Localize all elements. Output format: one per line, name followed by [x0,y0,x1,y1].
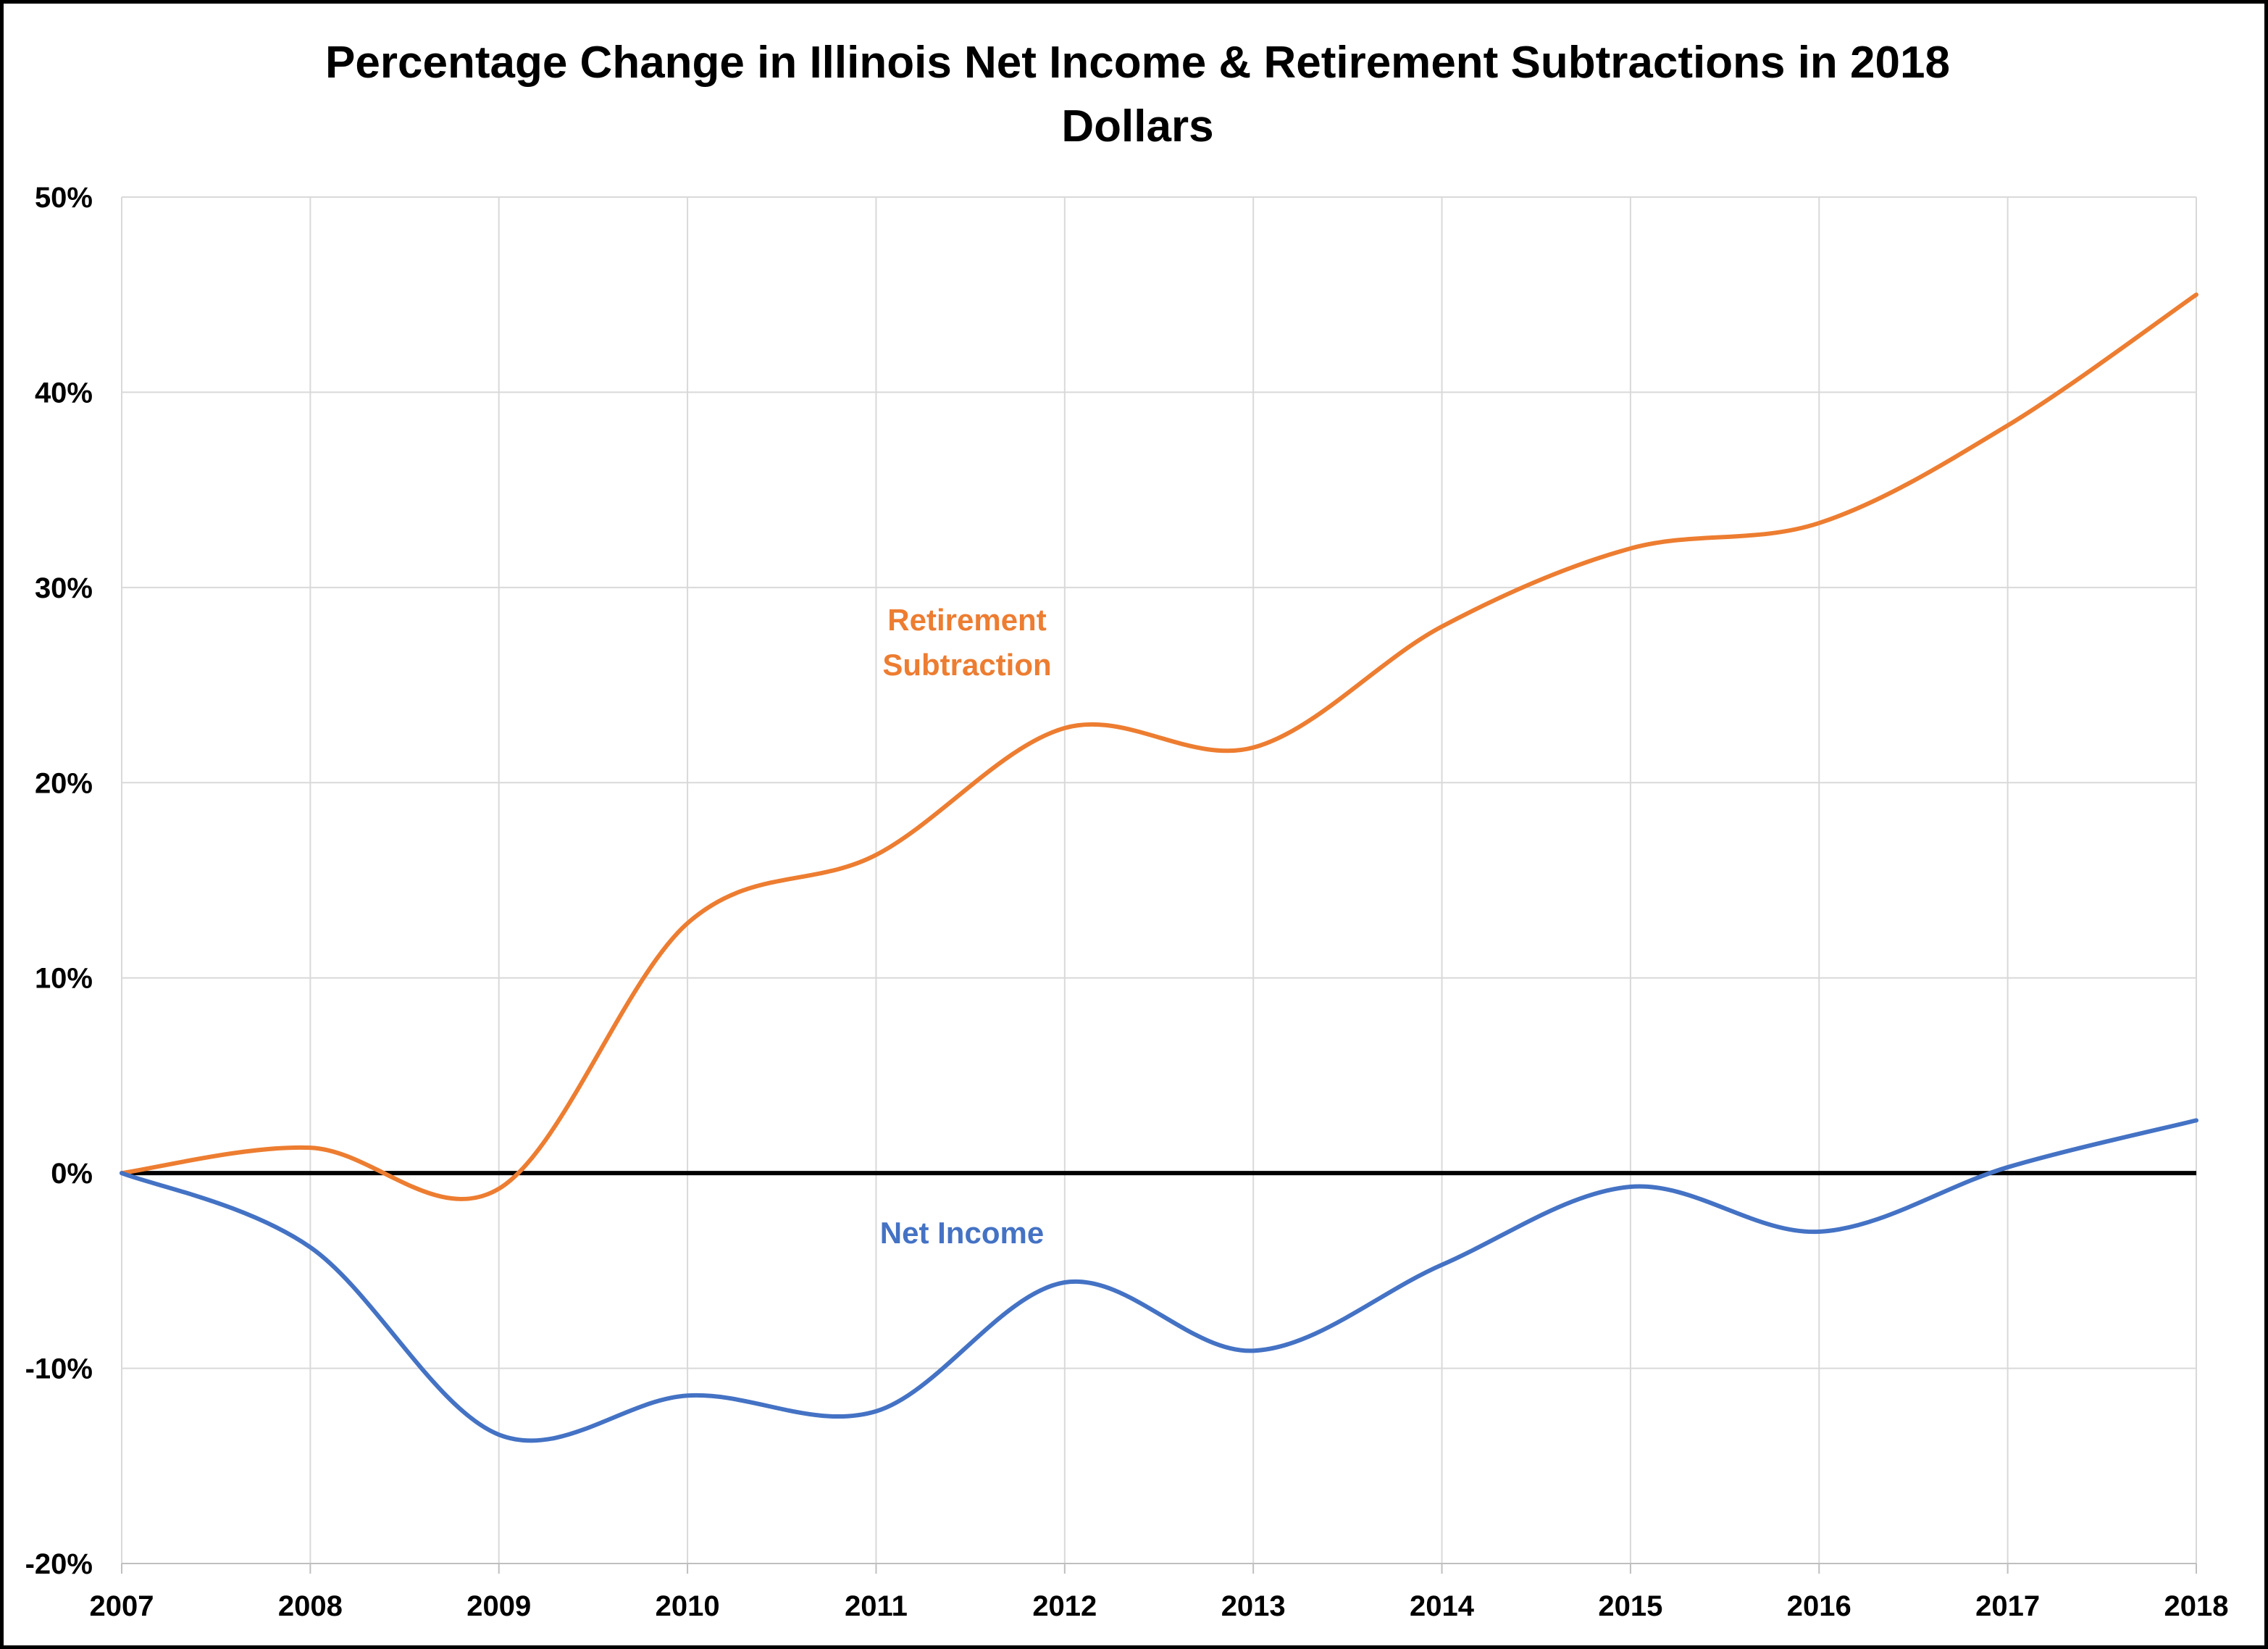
chart-title-line-2: Dollars [1061,101,1214,151]
y-tick-label: 10% [35,963,93,995]
y-tick-label: 0% [51,1158,93,1190]
series-line-net-income [120,1118,2198,1443]
y-tick-label: 40% [35,377,93,409]
series-label-line: Retirement [887,603,1046,637]
x-tick-label: 2014 [1410,1590,1475,1622]
x-tick-label: 2016 [1787,1590,1851,1622]
x-tick-label: 2011 [845,1590,908,1622]
x-tick-label: 2012 [1032,1590,1097,1622]
series-label-retirement-subtraction: Retirement Subtraction [882,603,1051,682]
chart-title-line-1: Percentage Change in Illinois Net Income… [325,38,1950,88]
x-tick-label: 2009 [466,1590,531,1622]
y-tick-label: 20% [35,767,93,799]
series-lines [120,292,2198,1443]
series-label-net-income: Net Income [880,1216,1044,1250]
y-tick-label: 30% [35,572,93,604]
x-tick-label: 2013 [1221,1590,1286,1622]
x-tick-label: 2010 [656,1590,720,1622]
series-label-line: Net Income [880,1216,1044,1250]
y-tick-label: 50% [35,182,93,214]
series-labels: Retirement Subtraction Net Income [880,603,1052,1250]
chart-title: Percentage Change in Illinois Net Income… [4,31,2268,159]
series-line-retirement-subtraction [120,292,2198,1201]
tick-labels: -20% -10% 0% 10% 20% 30% 40% 50% 2007 2008 2009 201… [25,182,2229,1622]
grid-lines [121,196,2197,1564]
axes [121,1171,2197,1574]
y-tick-label: -20% [25,1548,93,1580]
x-tick-label: 2017 [1975,1590,2040,1622]
series-label-line: Subtraction [882,648,1051,682]
x-tick-label: 2015 [1598,1590,1662,1622]
x-tick-label: 2007 [90,1590,154,1622]
x-tick-label: 2008 [278,1590,343,1622]
x-tick-label: 2018 [2164,1590,2229,1622]
y-tick-label: -10% [25,1353,93,1385]
